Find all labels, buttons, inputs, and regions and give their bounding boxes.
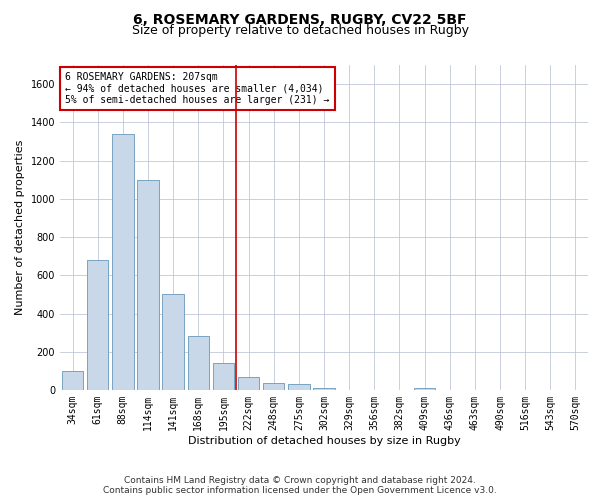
Y-axis label: Number of detached properties: Number of detached properties (15, 140, 25, 315)
Text: 6 ROSEMARY GARDENS: 207sqm
← 94% of detached houses are smaller (4,034)
5% of se: 6 ROSEMARY GARDENS: 207sqm ← 94% of deta… (65, 72, 329, 104)
Text: 6, ROSEMARY GARDENS, RUGBY, CV22 5BF: 6, ROSEMARY GARDENS, RUGBY, CV22 5BF (133, 12, 467, 26)
Bar (414, 388, 435, 390)
Bar (288, 384, 310, 390)
Text: Contains HM Land Registry data © Crown copyright and database right 2024.: Contains HM Land Registry data © Crown c… (124, 476, 476, 485)
Bar (238, 376, 259, 390)
X-axis label: Distribution of detached houses by size in Rugby: Distribution of detached houses by size … (188, 436, 460, 446)
Bar (87, 260, 109, 390)
Bar (313, 388, 335, 390)
Bar (213, 363, 234, 390)
Bar (137, 180, 158, 390)
Bar (163, 294, 184, 390)
Text: Size of property relative to detached houses in Rugby: Size of property relative to detached ho… (131, 24, 469, 37)
Text: Contains public sector information licensed under the Open Government Licence v3: Contains public sector information licen… (103, 486, 497, 495)
Bar (112, 134, 134, 390)
Bar (62, 371, 83, 390)
Bar (188, 336, 209, 390)
Bar (263, 384, 284, 390)
